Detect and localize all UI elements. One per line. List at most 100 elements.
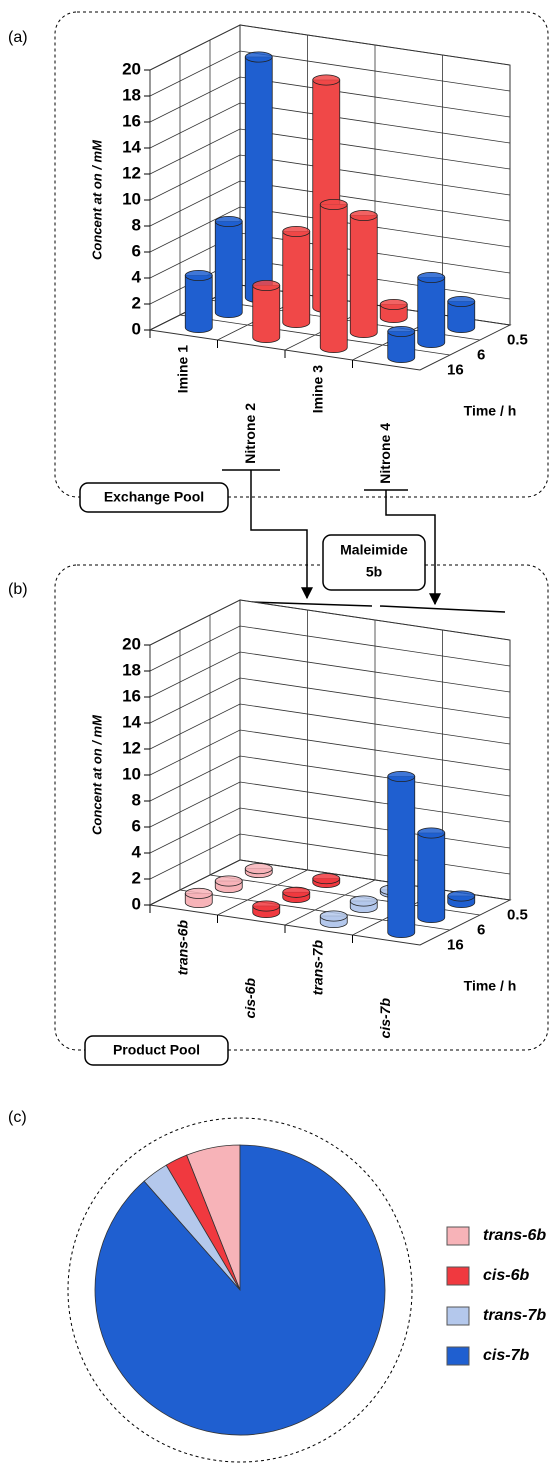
y-tick-label: 8 [132,215,141,234]
grid-line [149,24,511,71]
y-tick-label: 4 [132,842,142,861]
grid-line [149,76,511,123]
bar [252,279,281,344]
legend-label: cis-7b [483,1347,529,1364]
bar [214,875,243,894]
grid-line [149,625,511,672]
depth-tick-label: 16 [447,361,464,378]
bar-body [417,277,446,349]
bar-top [387,770,416,783]
panel-frame [54,11,549,498]
bar-body [214,221,243,319]
bar-top [312,873,341,885]
bar-top [447,295,476,308]
bar-top [282,886,311,898]
bar-body [387,776,416,939]
panel-frame [54,564,549,1051]
depth-axis-label: Time / h [464,403,517,419]
bar-top [282,225,311,238]
panel-frame [67,1117,413,1463]
bar-top [184,269,213,282]
y-tick-label: 8 [132,790,141,809]
grid-line [149,128,511,175]
grid-line [149,180,511,227]
bar-top [244,863,273,875]
bar-top [417,271,446,284]
bar-body [387,331,416,364]
y-tick-label: 14 [122,137,141,156]
y-tick-label: 18 [122,660,141,679]
x-tick-label: Nitrone 2 [242,403,258,464]
bar-top [379,298,408,311]
bar [417,271,446,349]
bar-top [319,910,348,922]
bar-top [184,887,213,899]
y-tick-label: 0 [132,319,141,338]
pool-box [84,1035,229,1066]
bar [244,863,273,879]
y-tick-label: 14 [122,712,141,731]
reagent-box [322,534,426,591]
grid-line [149,651,511,698]
y-tick-label: 2 [132,293,141,312]
y-axis-label: Concent at on / mM [89,714,104,835]
legend-swatch [446,1306,470,1326]
panel-label: (c) [8,1109,27,1126]
bar [282,225,311,329]
bar-body [319,204,348,354]
y-tick-label: 12 [122,738,141,757]
legend-label: trans-7b [483,1307,546,1324]
y-tick-label: 10 [122,189,141,208]
bar-top [349,895,378,907]
x-tick-label: cis-7b [377,998,393,1039]
pool-label: Exchange Pool [104,489,204,505]
depth-tick-label: 0.5 [507,906,528,923]
legend-swatch [446,1346,470,1366]
bar-top [319,198,348,211]
bar [349,895,378,914]
bar-top [312,74,341,86]
bar [319,198,348,354]
y-tick-label: 18 [122,85,141,104]
y-tick-label: 20 [122,634,141,653]
bar-top [387,325,416,338]
y-tick-label: 2 [132,868,141,887]
legend-swatch [446,1226,470,1246]
x-tick-label: Nitrone 4 [377,423,393,484]
grid-line [149,50,511,97]
bar [312,873,341,889]
y-tick-label: 10 [122,764,141,783]
pool-box [79,482,229,513]
y-tick-label: 6 [132,816,141,835]
grid-line [149,755,511,802]
bar [184,269,213,334]
pie-slice [94,1144,386,1436]
bar-body [349,215,378,339]
bar [387,325,416,364]
bar [319,910,348,929]
y-tick-label: 20 [122,59,141,78]
bar [252,900,281,919]
bar-body [417,832,446,924]
panel-label: (a) [8,29,28,46]
grid-line [149,703,511,750]
bar [282,886,311,904]
connector-line [251,601,373,607]
depth-tick-label: 6 [477,346,485,363]
grid-line [149,781,511,828]
connector-arrow [250,470,313,600]
x-tick-label: Imine 3 [309,365,325,413]
y-tick-label: 4 [132,267,142,286]
bar-top [214,875,243,887]
legend-swatch [446,1266,470,1286]
bar-top [244,51,273,63]
bar-top [417,827,446,839]
y-axis-label: Concent at on / mM [89,139,104,260]
legend-label: cis-6b [483,1267,529,1284]
grid-line [149,729,511,776]
panel-label: (b) [8,581,28,598]
bar [417,827,446,924]
bar [214,215,243,319]
